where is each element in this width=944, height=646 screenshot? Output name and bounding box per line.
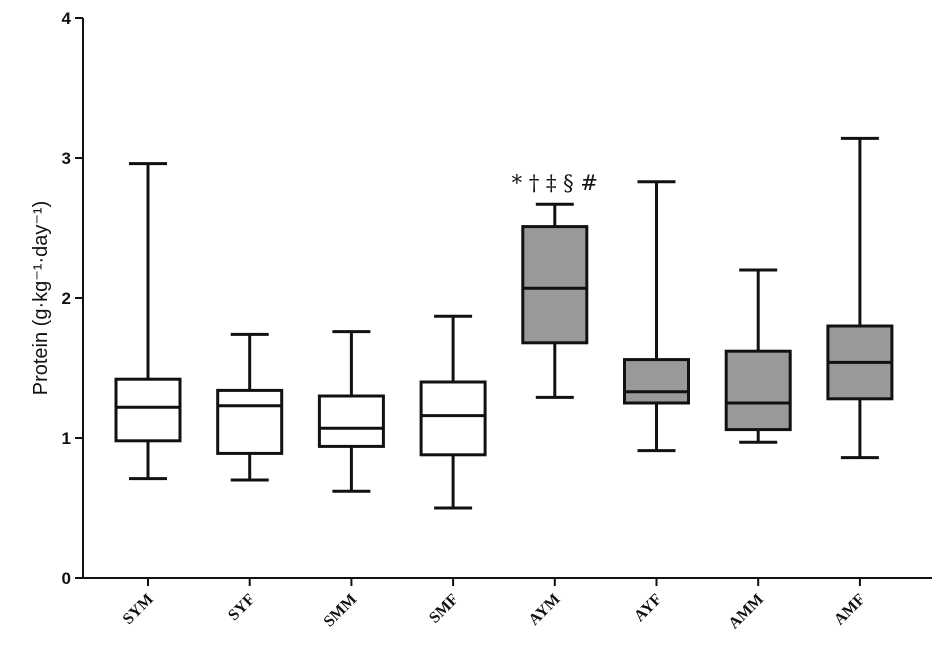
box-smm: [317, 330, 385, 493]
box-aym: [521, 202, 589, 399]
y-tick-label: 3: [62, 149, 71, 168]
iqr-box: [317, 394, 385, 448]
x-tick-label: AYM: [526, 591, 564, 629]
x-tick-label: SYF: [225, 591, 259, 625]
box-sym: [114, 162, 182, 481]
y-tick-label: 2: [62, 289, 71, 308]
iqr-box: [623, 358, 690, 405]
iqr-box: [419, 380, 487, 457]
significance-annotation: * † ‡ § #: [512, 171, 598, 195]
box-ayf: [623, 180, 690, 453]
iqr-box: [216, 388, 284, 455]
y-tick-label: 0: [62, 569, 71, 588]
x-tick-label: SYM: [120, 591, 157, 628]
x-tick-label: SMM: [321, 591, 361, 631]
box-amm: [724, 268, 792, 444]
x-tick-label: SMF: [426, 591, 462, 627]
iqr-box: [114, 377, 182, 443]
y-tick-label: 1: [62, 429, 71, 448]
x-tick-label: AMM: [725, 591, 767, 633]
iqr-box: [521, 225, 589, 345]
box-smf: [419, 314, 487, 510]
box-amf: [826, 136, 894, 460]
box-syf: [216, 332, 284, 482]
annotations: * † ‡ § #: [512, 171, 598, 195]
x-tick-label: AMF: [831, 591, 869, 629]
box-series: [114, 136, 894, 510]
iqr-box: [724, 349, 792, 432]
y-tick-label: 4: [62, 9, 72, 28]
y-axis-label: Protein (g·kg⁻¹·day⁻¹): [30, 201, 52, 396]
y-axis: 0 1 2 3 4: [62, 9, 84, 588]
x-tick-label: AYF: [631, 591, 665, 625]
x-axis: SYM SYF SMM SMF AYM AYF AMM AMF: [83, 577, 932, 633]
